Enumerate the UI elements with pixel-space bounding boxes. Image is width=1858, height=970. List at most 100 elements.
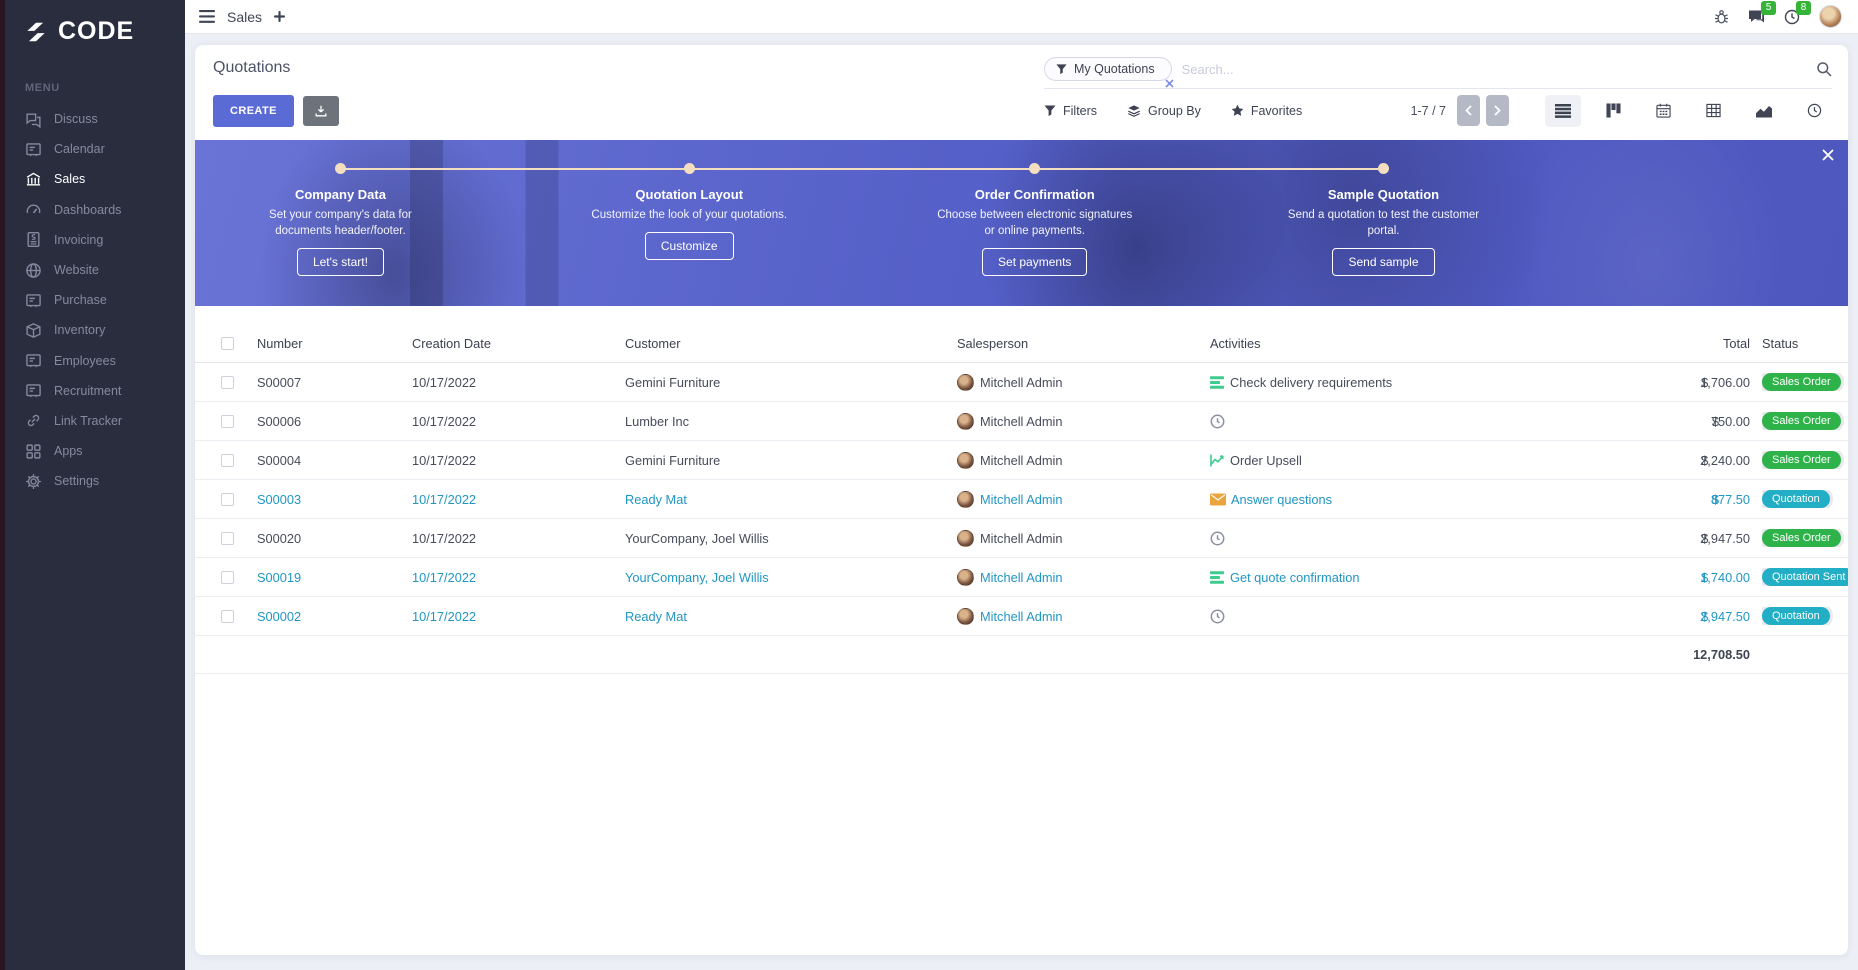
activity-cell[interactable]: [1210, 609, 1642, 624]
select-all-checkbox[interactable]: [221, 337, 234, 350]
brand[interactable]: CODE: [5, 0, 185, 46]
status-badge: Sales Order: [1762, 529, 1841, 547]
column-header-status[interactable]: Status: [1762, 336, 1799, 351]
pager-previous-button[interactable]: [1457, 95, 1480, 126]
row-checkbox[interactable]: [221, 375, 234, 389]
table-row[interactable]: S00003 10/17/2022 Ready Mat Mitchell Adm…: [195, 480, 1848, 519]
column-header-number[interactable]: Number: [257, 336, 303, 351]
row-checkbox[interactable]: [221, 609, 234, 623]
sidebar-item-inventory[interactable]: Inventory: [5, 315, 185, 345]
export-download-button[interactable]: [302, 95, 339, 126]
sidebar-item-discuss[interactable]: Discuss: [5, 104, 185, 134]
table-row[interactable]: S00007 10/17/2022 Gemini Furniture Mitch…: [195, 363, 1848, 402]
send-sample-button[interactable]: Send sample: [1332, 248, 1435, 277]
status-badge: Quotation Sent: [1762, 568, 1848, 586]
hamburger-menu-icon[interactable]: [199, 10, 215, 23]
graph-view-button[interactable]: [1746, 95, 1782, 127]
sidebar-item-label: Purchase: [54, 293, 107, 308]
activity-cell[interactable]: Answer questions: [1210, 492, 1642, 507]
debug-bug-icon[interactable]: [1714, 9, 1729, 25]
search-input[interactable]: [1181, 61, 1816, 77]
sidebar-item-calendar[interactable]: Calendar: [5, 134, 185, 164]
facet-filter-icon: [1056, 63, 1067, 75]
customize-button[interactable]: Customize: [644, 232, 734, 261]
step-description: Set your company's data for documents he…: [269, 209, 412, 238]
column-header-customer[interactable]: Customer: [625, 336, 681, 351]
group-by-button[interactable]: Group By: [1127, 104, 1201, 118]
sidebar-item-purchase[interactable]: Purchase: [5, 285, 185, 315]
pager-next-button[interactable]: [1486, 95, 1509, 126]
sidebar-item-website[interactable]: Website: [5, 255, 185, 285]
sidebar-item-settings[interactable]: Settings: [5, 466, 185, 496]
sidebar-item-invoicing[interactable]: Invoicing: [5, 225, 185, 255]
search-icon[interactable]: [1816, 61, 1832, 77]
salesperson-avatar: [957, 529, 974, 547]
activity-view-button[interactable]: [1797, 94, 1832, 127]
clock-icon: [1210, 531, 1225, 546]
quotation-number: S00003: [257, 491, 302, 507]
activity-cell[interactable]: Check delivery requirements: [1210, 375, 1642, 390]
customer-name: Ready Mat: [625, 608, 687, 624]
sidebar-item-employees[interactable]: Employees: [5, 346, 185, 376]
quotation-number: S00019: [257, 569, 302, 585]
calendar-view-button[interactable]: [1646, 94, 1681, 127]
set-payments-button[interactable]: Set payments: [982, 248, 1088, 277]
sidebar-item-dashboards[interactable]: Dashboards: [5, 195, 185, 225]
table-row[interactable]: S00019 10/17/2022 YourCompany, Joel Will…: [195, 558, 1848, 597]
lets-start-button[interactable]: Let's start!: [296, 248, 384, 277]
sidebar-item-label: Apps: [54, 444, 83, 459]
row-checkbox[interactable]: [221, 531, 234, 545]
activity-cell[interactable]: [1210, 414, 1642, 429]
favorites-button[interactable]: Favorites: [1231, 104, 1302, 118]
create-button[interactable]: CREATE: [213, 94, 294, 127]
column-header-creation-date[interactable]: Creation Date: [412, 336, 491, 351]
salesperson-avatar: [957, 607, 974, 625]
quotations-table: Number Creation Date Customer Salesperso…: [195, 325, 1848, 674]
table-row[interactable]: S00002 10/17/2022 Ready Mat Mitchell Adm…: [195, 597, 1848, 636]
creation-date: 10/17/2022: [412, 374, 477, 390]
list-controls: Filters Group By Favorites: [1044, 94, 1832, 127]
invoicing-icon: [25, 231, 42, 248]
sidebar-edge-strip: [0, 0, 5, 970]
row-checkbox[interactable]: [221, 492, 234, 506]
filters-button[interactable]: Filters: [1044, 104, 1097, 118]
sidebar-item-apps[interactable]: Apps: [5, 436, 185, 466]
sidebar-item-link-tracker[interactable]: Link Tracker: [5, 406, 185, 436]
row-checkbox[interactable]: [221, 414, 234, 428]
search-facet-chip[interactable]: My Quotations: [1044, 57, 1174, 88]
total-amount: $2,947.50: [1700, 530, 1750, 546]
banner-close-icon[interactable]: [1822, 149, 1834, 161]
messages-icon[interactable]: 5: [1748, 1, 1776, 24]
sidebar-menu-label: MENU: [25, 82, 60, 94]
inventory-icon: [25, 322, 42, 339]
creation-date: 10/17/2022: [412, 530, 477, 546]
app-title[interactable]: Sales: [227, 8, 263, 25]
row-checkbox[interactable]: [221, 453, 234, 467]
favorites-label: Favorites: [1250, 103, 1303, 118]
filter-funnel-icon: [1044, 104, 1056, 117]
table-row[interactable]: S00004 10/17/2022 Gemini Furniture Mitch…: [195, 441, 1848, 480]
activity-cell[interactable]: [1210, 531, 1642, 546]
pivot-view-button[interactable]: [1696, 94, 1731, 127]
kanban-view-button[interactable]: [1596, 94, 1631, 127]
column-header-salesperson[interactable]: Salesperson: [957, 336, 1029, 351]
add-tab-icon[interactable]: [274, 11, 286, 22]
sidebar-item-recruitment[interactable]: Recruitment: [5, 376, 185, 406]
list-view-button[interactable]: [1545, 94, 1581, 127]
user-avatar[interactable]: [1819, 5, 1842, 28]
column-header-activities[interactable]: Activities: [1210, 336, 1261, 351]
table-row[interactable]: S00020 10/17/2022 YourCompany, Joel Will…: [195, 519, 1848, 558]
pager-range: 1-7 / 7: [1410, 103, 1446, 118]
facet-remove-icon[interactable]: [1165, 79, 1174, 88]
row-checkbox[interactable]: [221, 570, 234, 584]
activity-cell[interactable]: Order Upsell: [1210, 453, 1642, 468]
search-bar[interactable]: My Quotations: [1044, 57, 1832, 89]
status-badge: Quotation: [1762, 490, 1830, 508]
column-header-total[interactable]: Total: [1722, 336, 1750, 351]
customer-name: Gemini Furniture: [625, 374, 721, 390]
activities-clock-icon[interactable]: 8: [1784, 0, 1811, 25]
activity-cell[interactable]: Get quote confirmation: [1210, 570, 1642, 585]
sidebar-item-sales[interactable]: Sales: [5, 164, 185, 194]
table-row[interactable]: S00006 10/17/2022 Lumber Inc Mitchell Ad…: [195, 402, 1848, 441]
step-title: Sample Quotation: [1327, 187, 1440, 202]
